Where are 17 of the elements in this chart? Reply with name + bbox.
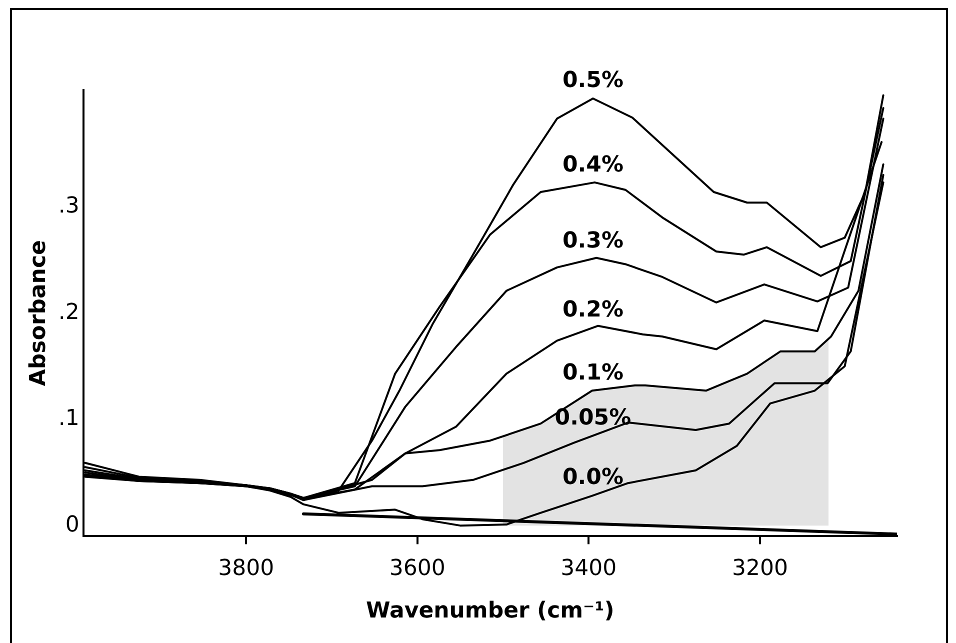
y-tick-label: .3 [58, 194, 80, 219]
x-tick-label: 3800 [218, 556, 274, 582]
y-tick-label: 0 [65, 512, 80, 538]
series-label: 0.1% [562, 360, 624, 386]
series-label: 0.5% [562, 68, 624, 94]
x-tick-label: 3200 [732, 556, 788, 582]
y-axis-title: Absorbance [26, 240, 51, 386]
y-tick-label: .1 [58, 406, 80, 432]
x-tick-label: 3600 [389, 556, 446, 582]
x-axis-title: Wavenumber (cm⁻¹) [366, 598, 614, 624]
series-label: 0.3% [562, 228, 624, 254]
series-label: 0.0% [562, 465, 624, 490]
x-tick-label: 3400 [560, 556, 617, 582]
series-label: 0.2% [562, 297, 624, 322]
series-label: 0.4% [562, 152, 624, 178]
series-label: 0.05% [554, 405, 632, 430]
y-tick-label: .2 [58, 300, 80, 325]
